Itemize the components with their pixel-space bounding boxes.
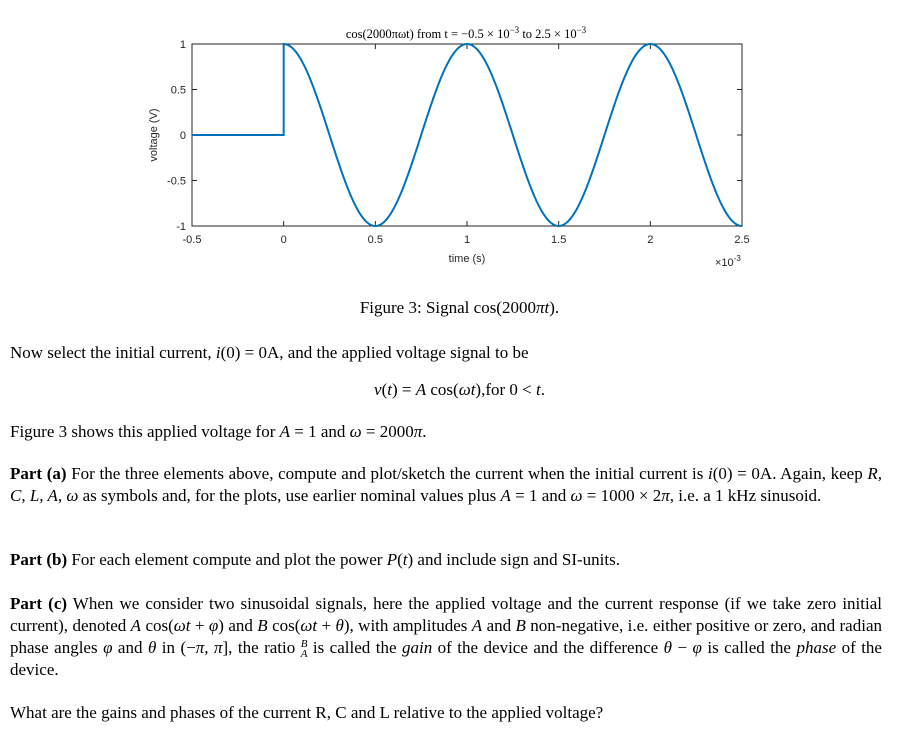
y-tick-label: 1 bbox=[180, 39, 186, 51]
x-tick-label: 0.5 bbox=[368, 234, 383, 246]
y-tick-label: 0 bbox=[180, 130, 186, 142]
question-gains-phases: What are the gains and phases of the cur… bbox=[10, 703, 604, 722]
x-tick-label: 2.5 bbox=[734, 234, 749, 246]
paragraph-initial-current: Now select the initial current, i(0) = 0… bbox=[10, 343, 529, 362]
y-tick-label: -0.5 bbox=[167, 176, 186, 188]
x-tick-label: -0.5 bbox=[183, 234, 202, 246]
x-tick-label: 0 bbox=[281, 234, 287, 246]
paragraph-part-b: Part (b) For each element compute and pl… bbox=[10, 550, 620, 569]
x-tick-label: 2 bbox=[647, 234, 653, 246]
y-tick-label: 0.5 bbox=[171, 85, 186, 97]
x-tick-label: 1 bbox=[464, 234, 470, 246]
paragraph-part-c: Part (c) When we consider two sinusoidal… bbox=[10, 594, 882, 680]
voltage-plot: cos(2000πωt) from t = −0.5 × 10−3 to 2.5… bbox=[148, 25, 750, 269]
y-tick-label: -1 bbox=[176, 221, 186, 233]
x-axis-label: time (s) bbox=[449, 253, 486, 265]
plot-title: cos(2000πωt) from t = −0.5 × 10−3 to 2.5… bbox=[346, 25, 587, 41]
x-tick-label: 1.5 bbox=[551, 234, 566, 246]
y-axis-label: voltage (V) bbox=[148, 108, 160, 161]
paragraph-part-a: Part (a) For the three elements above, c… bbox=[10, 464, 882, 505]
y-tick-labels: 1 0.5 0 -0.5 -1 bbox=[167, 39, 186, 233]
x-exponent-label: ×10-3 bbox=[715, 254, 741, 269]
paragraph-figure-ref: Figure 3 shows this applied voltage for … bbox=[10, 422, 427, 441]
signal-line bbox=[192, 42, 743, 228]
equation-vt: v(t) = A cos(ωt),for 0 < t. bbox=[374, 380, 545, 399]
figure-caption: Figure 3: Signal cos(2000πt). bbox=[359, 298, 560, 317]
x-tick-labels: -0.5 0 0.5 1 1.5 2 2.5 bbox=[183, 234, 750, 246]
